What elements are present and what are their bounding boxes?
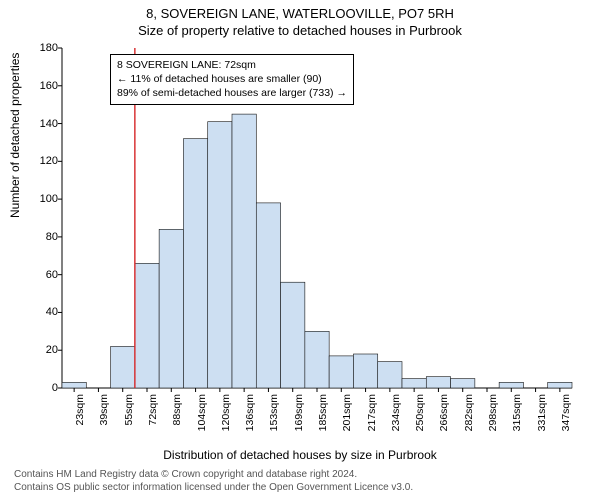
x-tick-label: 234sqm — [390, 394, 402, 444]
x-tick-label: 104sqm — [196, 394, 208, 444]
y-tick-label: 140 — [28, 118, 58, 130]
x-tick-label: 201sqm — [341, 394, 353, 444]
x-tick-label: 39sqm — [98, 394, 110, 444]
chart-container: 8, SOVEREIGN LANE, WATERLOOVILLE, PO7 5R… — [0, 0, 600, 500]
histogram-bar — [159, 229, 183, 388]
x-tick-label: 23sqm — [74, 394, 86, 444]
footer-line-2: Contains OS public sector information li… — [14, 482, 413, 495]
footer: Contains HM Land Registry data © Crown c… — [14, 469, 413, 494]
chart-title: 8, SOVEREIGN LANE, WATERLOOVILLE, PO7 5R… — [0, 6, 600, 21]
histogram-bar — [426, 377, 450, 388]
x-tick-label: 217sqm — [366, 394, 378, 444]
legend-line-3: 89% of semi-detached houses are larger (… — [117, 86, 347, 100]
x-tick-label: 331sqm — [536, 394, 548, 444]
histogram-bar — [353, 354, 377, 388]
y-tick-label: 100 — [28, 193, 58, 205]
histogram-bar — [111, 346, 135, 388]
x-tick-label: 347sqm — [560, 394, 572, 444]
plot-wrap: 020406080100120140160180 23sqm39sqm55sqm… — [62, 48, 572, 388]
x-tick-label: 72sqm — [147, 394, 159, 444]
histogram-bar — [232, 114, 256, 388]
histogram-bar — [305, 331, 329, 388]
y-tick-label: 160 — [28, 80, 58, 92]
x-tick-label: 298sqm — [487, 394, 499, 444]
x-axis-label: Distribution of detached houses by size … — [0, 448, 600, 462]
x-tick-label: 120sqm — [220, 394, 232, 444]
histogram-bar — [329, 356, 353, 388]
legend-box: 8 SOVEREIGN LANE: 72sqm ← 11% of detache… — [110, 54, 354, 105]
y-tick-label: 60 — [28, 269, 58, 281]
x-tick-label: 153sqm — [268, 394, 280, 444]
y-tick-label: 180 — [28, 42, 58, 54]
title-block: 8, SOVEREIGN LANE, WATERLOOVILLE, PO7 5R… — [0, 0, 600, 38]
x-tick-label: 169sqm — [293, 394, 305, 444]
y-tick-label: 0 — [28, 382, 58, 394]
histogram-bar — [378, 362, 402, 388]
histogram-bar — [499, 382, 523, 388]
y-tick-label: 120 — [28, 155, 58, 167]
footer-line-1: Contains HM Land Registry data © Crown c… — [14, 469, 413, 482]
y-tick-label: 80 — [28, 231, 58, 243]
x-tick-label: 250sqm — [414, 394, 426, 444]
x-tick-label: 266sqm — [438, 394, 450, 444]
legend-line-2: ← 11% of detached houses are smaller (90… — [117, 72, 347, 86]
histogram-bar — [451, 379, 475, 388]
y-tick-label: 20 — [28, 344, 58, 356]
x-tick-label: 136sqm — [244, 394, 256, 444]
y-tick-label: 40 — [28, 306, 58, 318]
legend-line-1: 8 SOVEREIGN LANE: 72sqm — [117, 58, 347, 72]
chart-subtitle: Size of property relative to detached ho… — [0, 23, 600, 38]
histogram-bar — [62, 382, 86, 388]
y-axis-label: Number of detached properties — [8, 53, 22, 218]
histogram-bar — [208, 122, 232, 388]
x-tick-label: 55sqm — [123, 394, 135, 444]
histogram-bar — [281, 282, 305, 388]
x-tick-label: 315sqm — [511, 394, 523, 444]
histogram-bar — [402, 379, 426, 388]
histogram-bar — [548, 382, 572, 388]
histogram-bar — [183, 139, 207, 388]
x-tick-label: 88sqm — [171, 394, 183, 444]
x-tick-label: 282sqm — [463, 394, 475, 444]
histogram-bar — [135, 263, 159, 388]
x-tick-label: 185sqm — [317, 394, 329, 444]
histogram-bar — [256, 203, 280, 388]
